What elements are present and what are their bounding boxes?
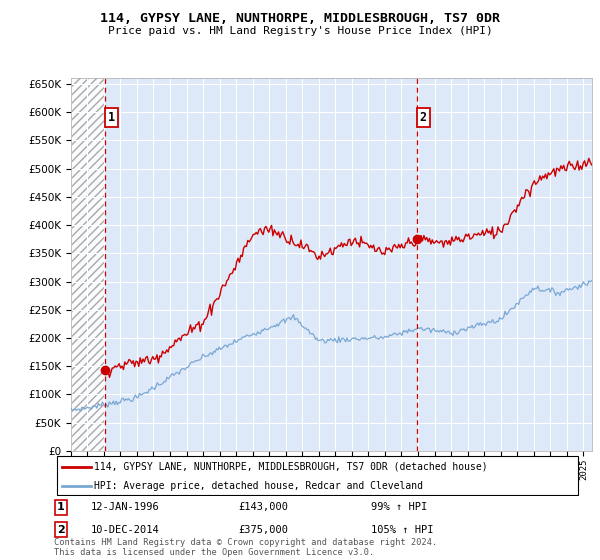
Text: 105% ↑ HPI: 105% ↑ HPI (371, 525, 433, 535)
Text: 114, GYPSY LANE, NUNTHORPE, MIDDLESBROUGH, TS7 0DR (detached house): 114, GYPSY LANE, NUNTHORPE, MIDDLESBROUG… (94, 461, 487, 472)
Bar (71, 78, 104, 451)
Text: £375,000: £375,000 (239, 525, 289, 535)
Text: 2: 2 (420, 111, 427, 124)
Text: 2: 2 (57, 525, 65, 535)
Text: 1: 1 (57, 502, 65, 512)
Text: 10-DEC-2014: 10-DEC-2014 (91, 525, 160, 535)
Text: Contains HM Land Registry data © Crown copyright and database right 2024.
This d: Contains HM Land Registry data © Crown c… (54, 538, 437, 557)
Text: 12-JAN-1996: 12-JAN-1996 (91, 502, 160, 512)
Text: 114, GYPSY LANE, NUNTHORPE, MIDDLESBROUGH, TS7 0DR: 114, GYPSY LANE, NUNTHORPE, MIDDLESBROUG… (100, 12, 500, 25)
Text: HPI: Average price, detached house, Redcar and Cleveland: HPI: Average price, detached house, Redc… (94, 481, 422, 491)
Text: Price paid vs. HM Land Registry's House Price Index (HPI): Price paid vs. HM Land Registry's House … (107, 26, 493, 36)
Text: £143,000: £143,000 (239, 502, 289, 512)
Text: 1: 1 (108, 111, 115, 124)
FancyBboxPatch shape (56, 456, 578, 495)
Text: 99% ↑ HPI: 99% ↑ HPI (371, 502, 427, 512)
